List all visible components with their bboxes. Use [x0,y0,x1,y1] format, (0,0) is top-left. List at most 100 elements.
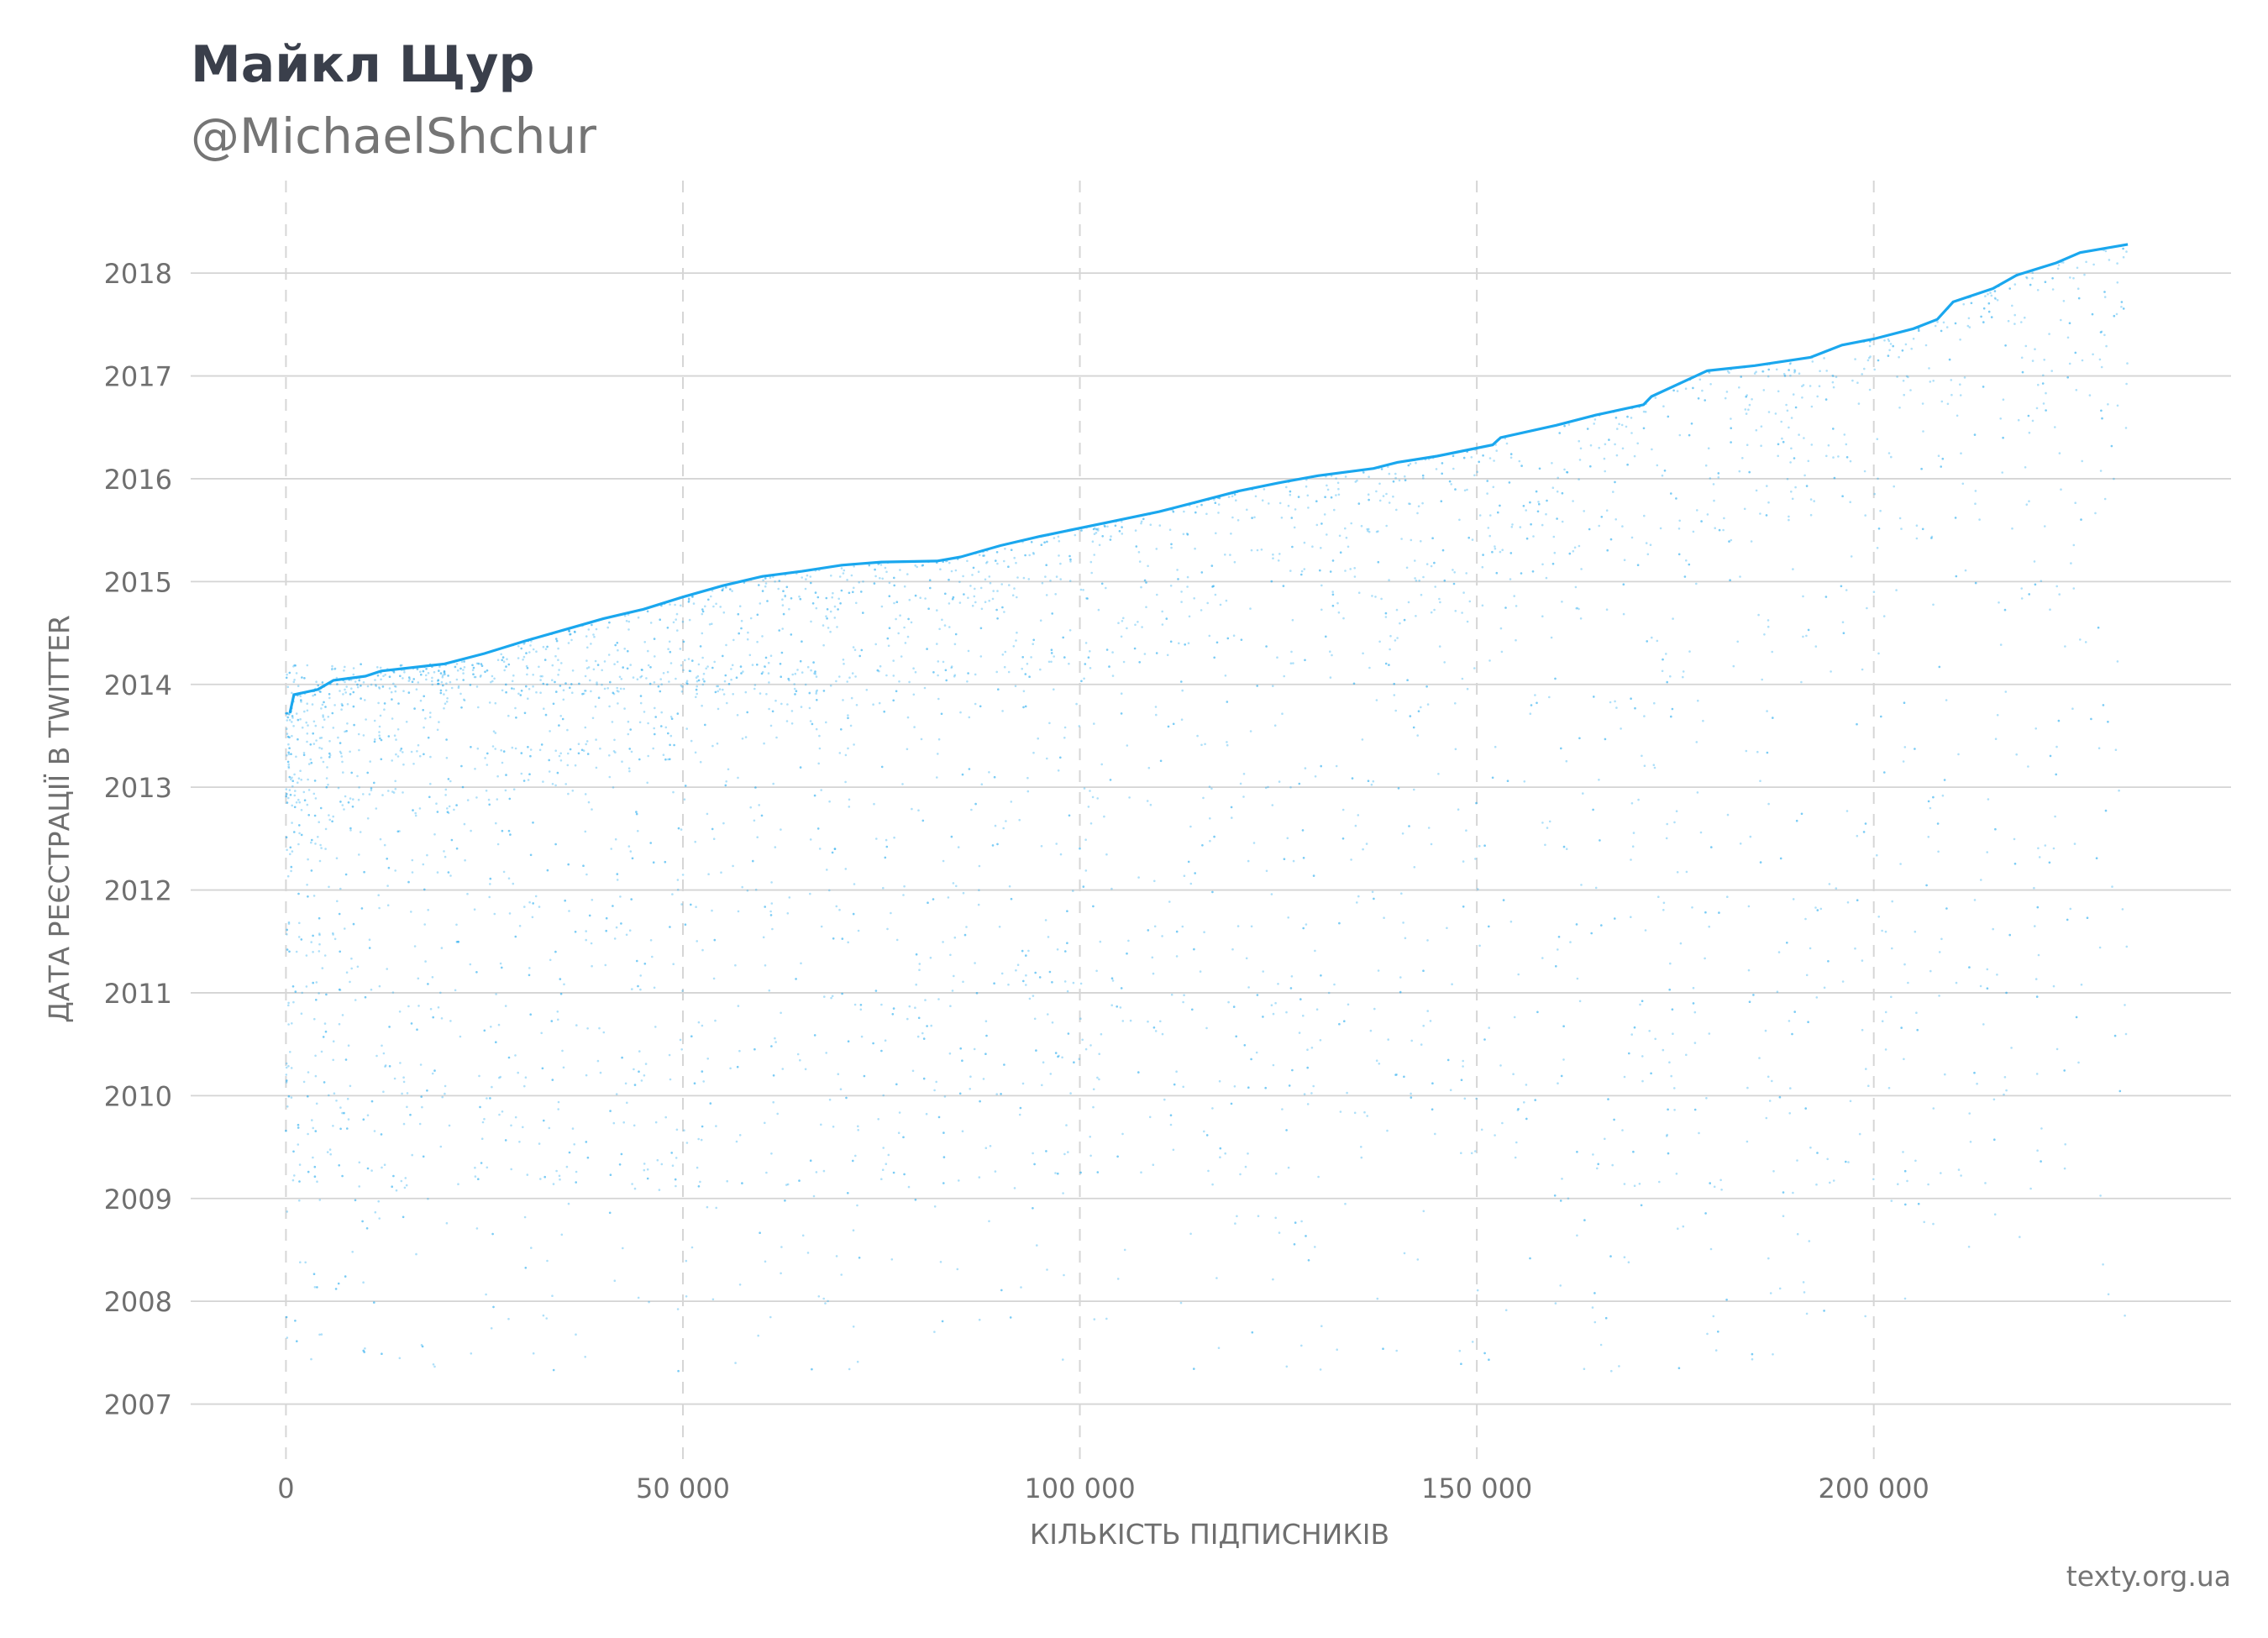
data-point [1679,942,1683,945]
data-point [592,668,596,671]
data-point [2005,991,2008,995]
data-point [1557,948,1559,951]
data-point [810,581,812,585]
data-point [557,1108,559,1110]
data-point [810,620,812,623]
data-point [339,1127,342,1131]
data-point [402,677,404,680]
data-point [1864,822,1867,825]
data-point [691,596,694,598]
data-point [1075,702,1078,706]
data-point [974,802,977,806]
data-point [344,680,346,684]
data-point [2105,344,2108,348]
data-point [1756,750,1759,753]
data-point [1489,514,1492,517]
data-point [1061,1056,1063,1059]
data-point [1183,874,1186,877]
data-point [1194,511,1197,514]
data-point [378,687,381,690]
data-point [885,845,889,848]
data-point [1725,1299,1728,1301]
data-point [2028,431,2031,434]
data-point [437,1006,440,1009]
data-point [978,864,981,868]
data-point [874,990,878,992]
data-point [1717,472,1720,475]
data-point [1290,650,1293,654]
data-point [881,577,884,580]
data-point [1697,699,1699,702]
data-point [586,1156,590,1159]
data-point [780,1011,782,1015]
data-point [491,1232,494,1236]
data-point [1126,744,1129,747]
data-point [291,1179,295,1182]
data-point [1793,371,1796,374]
data-point [318,821,321,823]
data-point [1032,643,1034,645]
data-point [455,923,458,927]
data-point [825,596,828,600]
data-point [660,725,663,727]
data-point [1122,617,1125,620]
data-point [676,1308,680,1310]
data-point [1662,405,1665,408]
data-point [1760,444,1762,447]
data-point [1590,932,1593,935]
data-point [654,716,657,718]
data-point [1667,415,1670,418]
data-point [1639,1003,1641,1006]
data-point [2113,477,2115,480]
data-point [1751,1357,1754,1361]
data-point [391,698,393,701]
data-point [1394,1074,1397,1076]
data-point [1865,1068,1867,1070]
data-point [1080,680,1083,683]
data-point [1165,617,1168,620]
data-point [388,1026,391,1028]
data-point [1508,481,1511,484]
data-point [412,763,415,765]
data-point [392,1174,395,1178]
data-point [609,1110,612,1112]
data-point [1695,741,1698,743]
data-point [586,1156,590,1159]
data-point [1250,1058,1252,1061]
data-point [313,1175,317,1178]
data-point [816,596,820,599]
data-point [1412,726,1415,729]
data-point [1207,1169,1210,1173]
data-point [649,622,653,624]
data-point [1954,517,1957,519]
data-point [300,809,303,811]
data-point [1816,1152,1819,1154]
data-point [1239,782,1242,785]
data-point [1545,576,1548,580]
data-point [1378,499,1382,502]
data-point [1877,916,1880,918]
data-point [879,577,881,580]
data-point [1032,1207,1034,1210]
data-point [286,1210,289,1213]
data-point [1831,381,1835,384]
data-point [786,912,790,915]
data-point [707,873,710,875]
data-point [1900,1026,1903,1029]
data-point [386,904,390,906]
data-point [953,675,956,678]
data-point [1242,795,1245,798]
data-point [391,759,394,762]
data-point [392,1174,395,1178]
data-point [757,1334,759,1337]
data-point [538,906,541,908]
data-point [1173,1083,1176,1086]
data-point [331,667,333,670]
data-point [1873,492,1876,496]
data-point [1059,853,1063,856]
data-point [2027,414,2030,417]
data-point [1250,925,1253,928]
data-point [657,685,660,688]
data-point [2107,403,2109,406]
data-point [1054,593,1057,596]
